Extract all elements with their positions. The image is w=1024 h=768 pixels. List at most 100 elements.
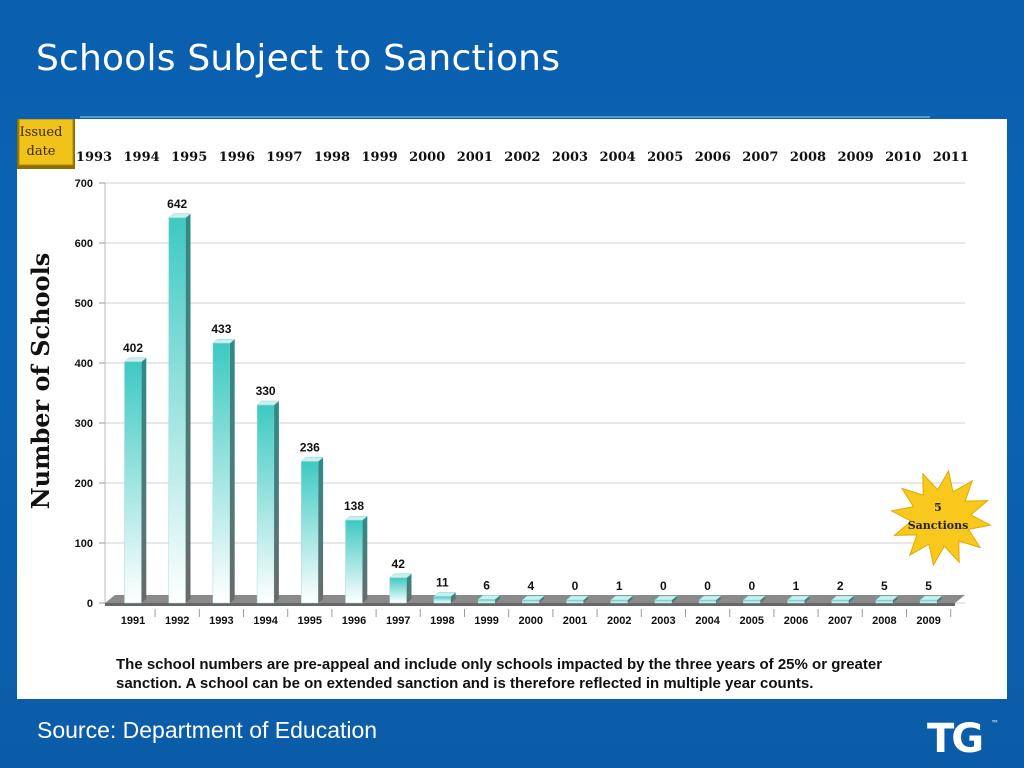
issued-date-tick: 2011: [933, 150, 969, 165]
issued-date-tick: 2006: [695, 150, 731, 165]
x-tick-label: 1998: [430, 615, 454, 627]
starburst-label: Sanctions: [908, 519, 969, 532]
bar-side: [318, 457, 324, 603]
x-tick-label: 1991: [121, 615, 145, 627]
bar-top: [610, 595, 634, 601]
x-tick-label: 1993: [209, 615, 233, 627]
gridlines: [104, 182, 965, 604]
y-tick-label: 100: [75, 538, 93, 550]
data-label: 5: [925, 579, 932, 593]
bar-top: [168, 213, 192, 219]
issued-date-label-line2: date: [27, 144, 56, 159]
bar: [610, 599, 628, 604]
data-label: 0: [748, 579, 755, 593]
data-label: 6: [483, 578, 490, 592]
y-axis-ticks: 0 100 200 300 400 500 600 700: [75, 178, 105, 610]
data-label: 433: [211, 322, 231, 336]
bar: [919, 599, 938, 604]
bar: [477, 599, 496, 604]
bar: [787, 599, 805, 604]
x-axis-ticks: 1991 1992 1993 1994 1995 1996 1997 1998 1999 2000…: [121, 609, 952, 627]
issued-date-tick: 2010: [885, 150, 921, 165]
bar-top: [742, 595, 766, 601]
data-label: 1: [616, 579, 623, 593]
data-labels: 402 642 433 330 236 138 42 11 6 4 0 1 0 0 0 1 2 5 5: [123, 197, 932, 593]
issued-date-tick: 2009: [838, 150, 874, 165]
bar-top: [477, 595, 501, 600]
bar-side: [539, 596, 545, 603]
sanctions-starburst: 5 Sanctions: [890, 469, 992, 567]
bar-top: [565, 595, 589, 601]
floor-edge: [105, 603, 955, 606]
y-tick-label: 0: [87, 598, 93, 610]
y-tick-label: 400: [75, 358, 93, 370]
bar-side: [716, 596, 721, 603]
bar-side: [671, 596, 677, 603]
issued-date-label-line1: Issued: [20, 125, 63, 140]
bar-side: [362, 516, 368, 603]
data-label: 0: [704, 579, 711, 593]
bar-side: [583, 596, 589, 603]
bar-top: [786, 595, 810, 601]
bar-top: [256, 400, 280, 406]
bar-side: [760, 596, 766, 603]
data-label: 0: [660, 579, 667, 593]
bar-side: [406, 573, 412, 603]
bar-top: [698, 595, 722, 601]
bar-top: [389, 573, 413, 579]
bar-top: [654, 595, 678, 601]
slide-title: Schools Subject to Sanctions: [36, 38, 561, 79]
bar: [566, 599, 584, 604]
bar: [168, 217, 186, 604]
bar: [345, 519, 363, 604]
bar-side: [892, 596, 898, 603]
x-tick-label: 1994: [253, 615, 278, 627]
bar: [522, 599, 540, 604]
bar: [256, 404, 275, 604]
bar-side: [937, 596, 942, 603]
bar-top: [521, 595, 545, 601]
y-tick-label: 300: [75, 418, 93, 430]
bar-top: [344, 515, 368, 521]
issued-date-tick: 2007: [742, 150, 778, 165]
data-label: 5: [881, 579, 888, 593]
x-tick-label: 1997: [386, 615, 410, 627]
bar-side: [848, 596, 854, 603]
bar: [124, 361, 142, 604]
x-tick-label: 2006: [784, 615, 808, 627]
bar: [301, 461, 319, 604]
data-label: 330: [256, 384, 276, 398]
issued-date-tick: 1999: [362, 150, 398, 165]
x-tick-label: 2008: [872, 615, 896, 627]
bar: [212, 342, 231, 604]
y-tick-label: 200: [75, 478, 93, 490]
bars: [123, 213, 943, 604]
data-label: 2: [837, 579, 844, 593]
issued-date-tick: 2003: [552, 150, 588, 165]
data-label: 11: [436, 575, 449, 589]
issued-date-tick: 2000: [409, 150, 445, 165]
issued-date-axis-ticks: 1993 1994 1995 1996 1997 1998 1999 2000 2001 2002…: [76, 150, 969, 165]
data-label: 42: [392, 557, 406, 571]
x-tick-label: 2000: [519, 615, 543, 627]
issued-date-tick: 2008: [790, 150, 826, 165]
data-label: 4: [527, 579, 534, 593]
bar-side: [141, 357, 147, 603]
x-tick-label: 2009: [916, 615, 940, 627]
bar-side: [229, 339, 235, 603]
tg-logo-text: TG: [927, 716, 981, 760]
issued-date-badge: Issued date: [17, 119, 75, 169]
x-tick-label: 2004: [695, 615, 720, 627]
data-label: 0: [572, 579, 579, 593]
data-label: 402: [123, 341, 143, 355]
bar: [698, 599, 717, 604]
issued-date-tick: 2002: [504, 150, 540, 165]
issued-date-tick: 2004: [600, 150, 636, 165]
bar-top: [300, 457, 324, 462]
y-tick-label: 600: [75, 238, 93, 250]
x-tick-label: 1999: [474, 615, 498, 627]
y-tick-label: 500: [75, 298, 93, 310]
issued-date-tick: 1995: [171, 150, 207, 165]
bar: [831, 599, 849, 604]
chart-panel: Issued date 402 642 433 330 236 138 42 11 6 4 0 1 0 0…: [17, 119, 1007, 699]
